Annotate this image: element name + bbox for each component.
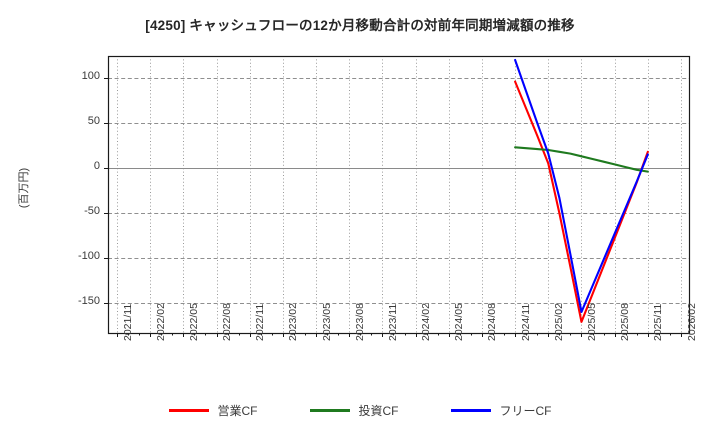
x-tick-label: 2024/05 [453,303,466,341]
series-lines [514,58,649,323]
legend-color-swatch [309,409,350,412]
x-tick-label: 2024/08 [486,303,499,341]
chart-legend: 営業CF 投資CF フリーCF [0,402,720,419]
x-tick-label: 2022/11 [254,303,267,341]
y-tick-label: 0 [93,160,100,172]
x-tick-label: 2022/08 [221,303,234,341]
legend-color-swatch [168,409,209,412]
chart-title: [4250] キャッシュフローの12か月移動合計の対前年同期増減額の推移 [145,18,575,33]
x-tick-label: 2023/11 [386,303,399,341]
series-line-2 [514,58,649,314]
axis-frame [107,55,691,335]
x-tick-label: 2021/11 [121,303,134,341]
legend-label: 投資CF [358,404,399,418]
legend-label: 営業CF [217,404,258,418]
legend-item[interactable]: フリーCF [450,402,552,419]
x-tick-label: 2023/05 [320,303,333,341]
legend-label: フリーCF [499,404,552,418]
legend-item[interactable]: 営業CF [168,402,258,419]
x-tick-label: 2024/02 [420,303,433,341]
x-tick-label: 2025/02 [552,303,565,341]
x-tick-label: 2025/11 [652,303,665,341]
x-tick-label: 2022/05 [187,303,200,341]
x-tick-label: 2022/02 [154,303,167,341]
y-tick-label: 100 [81,70,100,82]
x-tick-label: 2025/05 [585,303,598,341]
y-tick-label: -150 [77,295,100,307]
legend-item[interactable]: 投資CF [309,402,399,419]
legend-color-swatch [450,409,491,412]
axis-ticks [104,78,682,337]
series-line-1 [514,146,649,173]
x-tick-label: 2025/08 [619,303,632,341]
y-tick-label: -50 [84,205,100,217]
x-tick-label: 2024/11 [519,303,532,341]
x-tick-label: 2023/08 [353,303,366,341]
y-tick-label: 50 [87,115,100,127]
x-tick-label: 2026/02 [685,303,698,341]
y-tick-label: -100 [77,250,100,262]
x-tick-label: 2023/02 [287,303,300,341]
gridlines [108,56,689,333]
series-line-0 [514,80,649,323]
